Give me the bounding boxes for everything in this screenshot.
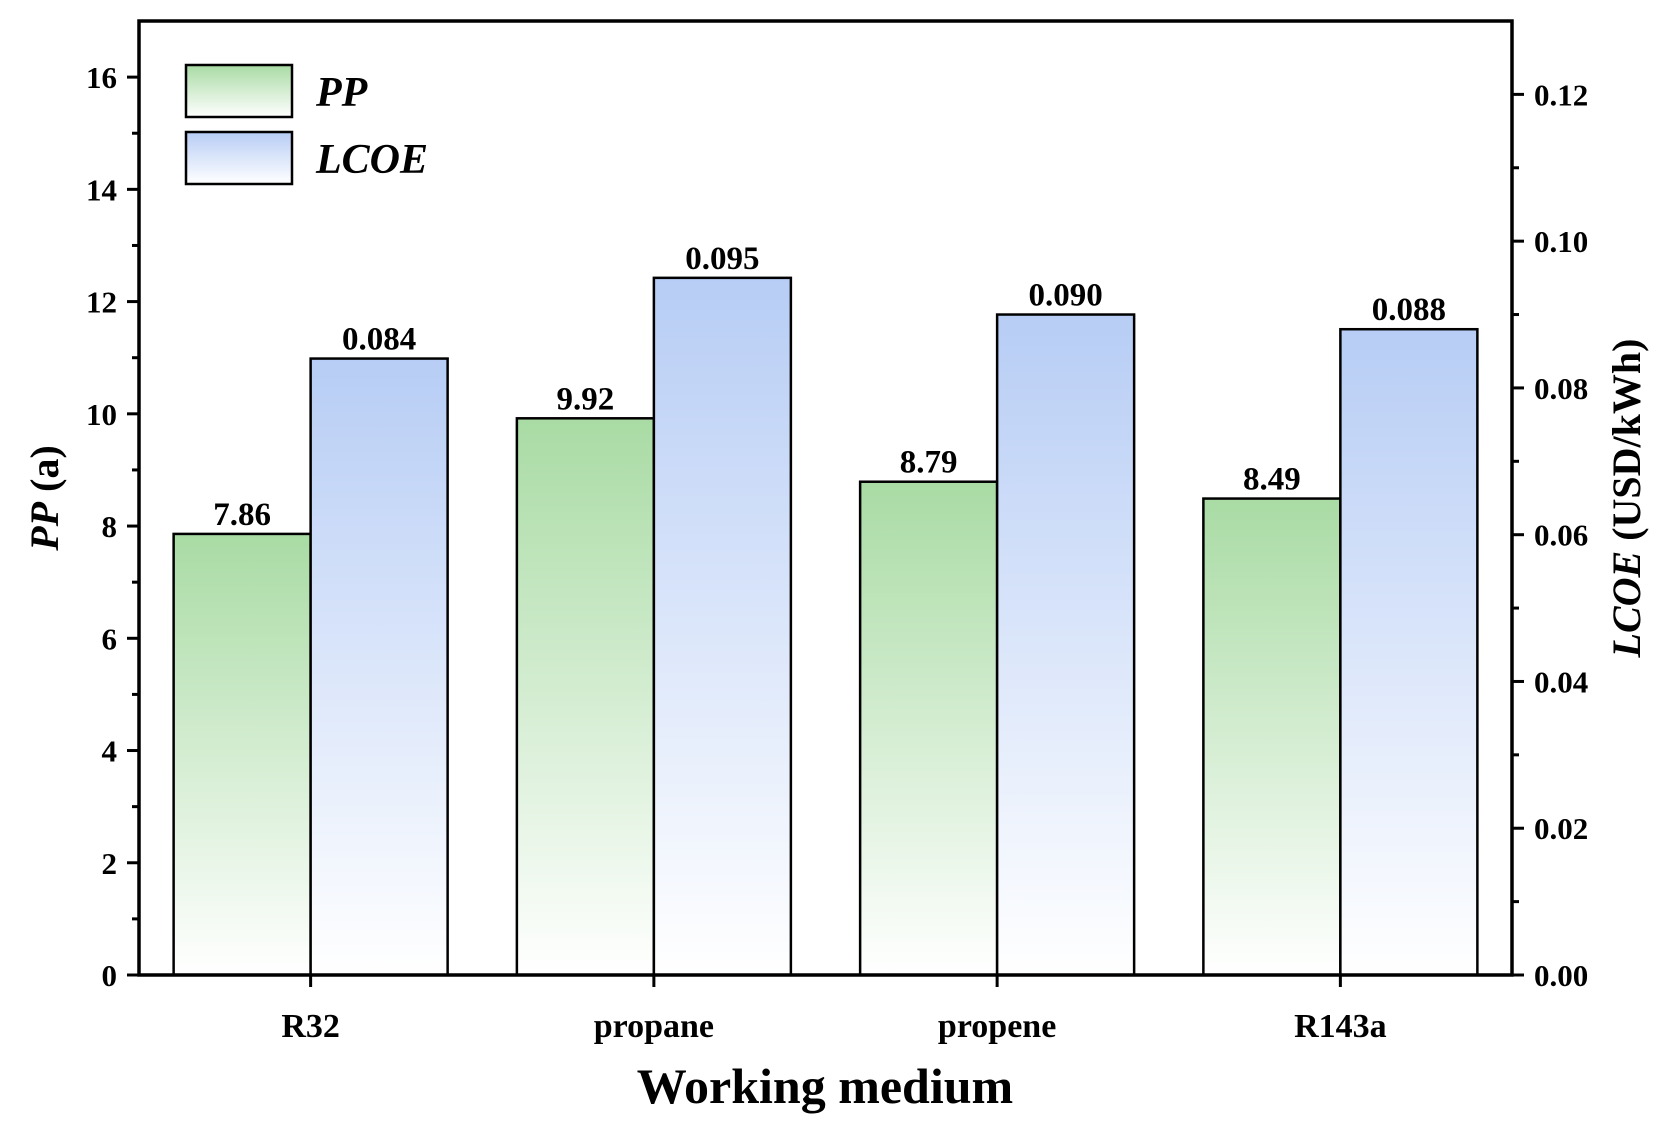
y-left-tick-label: 14 xyxy=(86,172,117,207)
plot-frame xyxy=(137,19,1514,977)
y-right-tick-label: 0.00 xyxy=(1534,958,1588,993)
y-right-tick-label: 0.12 xyxy=(1534,77,1588,112)
y-axis-right-title: LCOE (USD/kWh) xyxy=(1604,339,1649,659)
y-axis-left-title: PP (a) xyxy=(22,445,67,552)
y-right-title-italic: LCOE xyxy=(1604,551,1649,659)
y-left-tick-label: 10 xyxy=(86,397,117,432)
y-left-tick-label: 8 xyxy=(102,509,118,544)
bars-layer xyxy=(172,276,1479,977)
y-left-tick-label: 16 xyxy=(86,60,117,95)
legend: PP LCOE xyxy=(184,63,428,186)
x-tick-label-propane: propane xyxy=(594,1008,714,1045)
bar-pp-r143a xyxy=(1202,497,1342,977)
bar-lcoe-propene xyxy=(995,313,1136,977)
data-label-pp-propene: 8.79 xyxy=(900,445,958,481)
y-right-tick-label: 0.10 xyxy=(1534,224,1588,259)
y-left-tick-label: 12 xyxy=(86,285,117,320)
y-left-tick-label: 6 xyxy=(102,621,118,656)
data-label-pp-r143a: 8.49 xyxy=(1243,462,1301,498)
legend-label-lcoe: LCOE xyxy=(315,137,428,183)
x-tick-label-r32: R32 xyxy=(281,1008,340,1045)
legend-swatch-pp xyxy=(184,63,294,119)
y-right-title-unit: (USD/kWh) xyxy=(1604,339,1649,551)
legend-label-pp: PP xyxy=(315,70,368,116)
bar-lcoe-r32 xyxy=(309,357,449,977)
x-tick-label-r143a: R143a xyxy=(1294,1008,1387,1045)
y-right-tick-label: 0.02 xyxy=(1534,811,1588,846)
y-right-tick-label: 0.06 xyxy=(1534,518,1588,553)
data-label-lcoe-r143a: 0.088 xyxy=(1372,292,1446,328)
bar-lcoe-propane xyxy=(652,276,793,977)
y-left-tick-label: 2 xyxy=(102,846,118,881)
data-label-pp-propane: 9.92 xyxy=(557,381,615,417)
x-tick-label-propene: propene xyxy=(938,1008,1056,1045)
bar-pp-r32 xyxy=(172,532,312,977)
y-right-tick-label: 0.08 xyxy=(1534,371,1588,406)
y-left-title-italic: PP xyxy=(22,501,67,551)
y-left-tick-label: 0 xyxy=(102,958,118,993)
y-left-title-unit: (a) xyxy=(22,445,67,502)
bar-lcoe-r143a xyxy=(1339,327,1479,977)
y-left-tick-label: 4 xyxy=(102,734,118,769)
axes-layer: R32 propane propene R143a 0 2 4 6 8 10 12 14 16 0.00 0… xyxy=(86,60,1588,1045)
legend-swatch-lcoe xyxy=(184,130,294,186)
data-label-lcoe-propene: 0.090 xyxy=(1029,278,1103,314)
data-label-lcoe-r32: 0.084 xyxy=(342,322,416,358)
data-label-pp-r32: 7.86 xyxy=(213,497,271,533)
x-axis-title: Working medium xyxy=(637,1058,1013,1114)
data-labels-layer: 7.86 0.084 9.92 0.095 8.79 0.090 8.49 0.088 xyxy=(213,241,1446,533)
bar-pp-propane xyxy=(515,417,656,977)
bar-pp-propene xyxy=(858,480,999,977)
y-right-tick-label: 0.04 xyxy=(1534,664,1588,699)
data-label-lcoe-propane: 0.095 xyxy=(685,241,759,277)
